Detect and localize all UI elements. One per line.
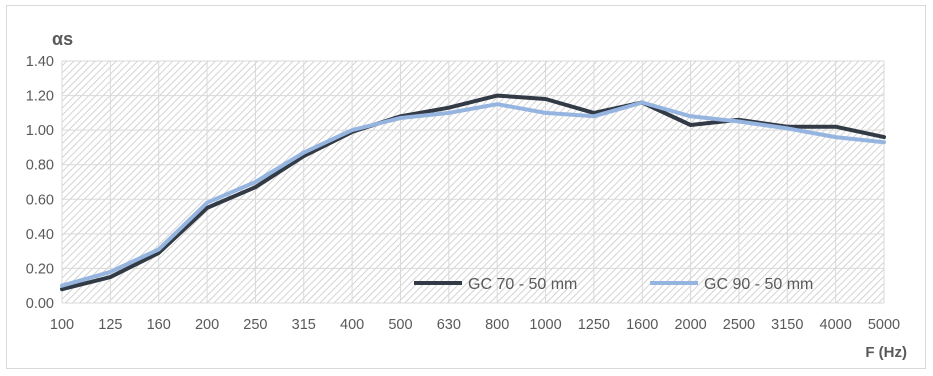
x-tick-label: 2000	[674, 317, 706, 333]
legend: GC 70 - 50 mm GC 90 - 50 mm	[414, 276, 813, 293]
y-tick-label: 0.20	[26, 261, 54, 277]
x-tick-label: 2500	[723, 317, 755, 333]
series-line-2	[60, 100, 886, 288]
y-tick-label: 1.20	[26, 89, 54, 105]
x-tick-label: 1250	[578, 317, 610, 333]
y-axis-title: αs	[52, 29, 73, 49]
x-tick-label: 125	[98, 317, 122, 333]
x-axis-title: F (Hz)	[865, 344, 907, 361]
y-tick-label: 1.40	[26, 54, 54, 70]
y-tick-label: 0.60	[26, 192, 54, 208]
x-tick-label: 100	[50, 317, 74, 333]
x-tick-label: 200	[195, 317, 219, 333]
y-axis-ticks: 0.00 0.20 0.40 0.60 0.80 1.00 1.20 1.40	[26, 54, 54, 312]
x-tick-label: 400	[340, 317, 364, 333]
y-tick-label: 0.40	[26, 227, 54, 243]
x-tick-label: 3150	[771, 317, 803, 333]
legend-label-1: GC 70 - 50 mm	[468, 276, 577, 293]
legend-label-2: GC 90 - 50 mm	[704, 276, 813, 293]
y-tick-label: 0.80	[26, 158, 54, 174]
x-tick-label: 800	[485, 317, 509, 333]
x-tick-label: 315	[292, 317, 316, 333]
plot-area	[62, 61, 884, 303]
x-tick-label: 160	[147, 317, 171, 333]
x-tick-label: 630	[437, 317, 461, 333]
x-axis-ticks: 100 125 160 200 250 315 400 500 630 800 1000 1250 16…	[50, 317, 900, 333]
series-lines	[60, 93, 886, 292]
y-tick-label: 1.00	[26, 123, 54, 139]
x-tick-label: 1000	[529, 317, 561, 333]
x-tick-label: 4000	[820, 317, 852, 333]
x-tick-label: 500	[388, 317, 412, 333]
x-tick-label: 250	[243, 317, 267, 333]
x-tick-label: 1600	[626, 317, 658, 333]
x-tick-label: 5000	[868, 317, 900, 333]
y-tick-label: 0.00	[26, 296, 54, 312]
